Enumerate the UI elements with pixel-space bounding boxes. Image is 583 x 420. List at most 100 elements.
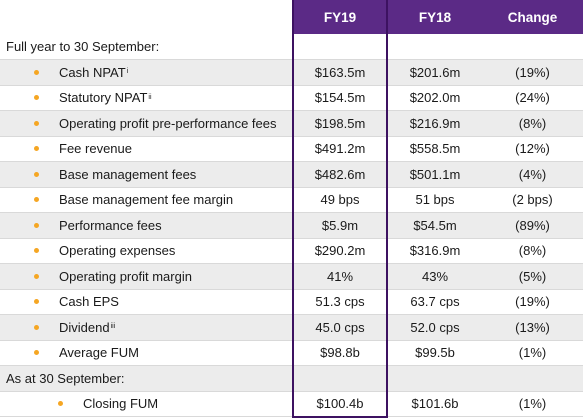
change-value: (12%) [482, 136, 583, 162]
row-label-cell: Cash NPAT i [0, 59, 293, 86]
header-row: FY19 FY18 Change [0, 0, 583, 34]
row-item: Fee revenue [0, 141, 292, 156]
row-label: Cash EPS [59, 294, 119, 310]
row-label-cell: Base management fees [0, 161, 293, 188]
section-empty-cell [387, 34, 482, 60]
section-empty-cell [482, 365, 583, 392]
change-value: (8%) [482, 110, 583, 137]
row-item: Average FUM [0, 345, 292, 360]
row-label: Operating expenses [59, 243, 176, 259]
row-label: Operating profit margin [59, 268, 192, 284]
change-value: (4%) [482, 161, 583, 188]
row-label-cell: Operating profit margin [0, 263, 293, 290]
fy18-value: $558.5m [387, 136, 482, 162]
table-row: Average FUM $98.8b $99.5b (1%) [0, 340, 583, 366]
section-empty-cell [292, 34, 388, 60]
row-item: Cash EPS [0, 294, 292, 309]
table-row: Fee revenue $491.2m $558.5m (12%) [0, 136, 583, 162]
row-label: Base management fee margin [59, 192, 234, 208]
row-item: Operating expenses [0, 243, 292, 258]
row-label-cell: Cash EPS [0, 289, 293, 315]
fy18-value: 52.0 cps [387, 314, 482, 341]
fy18-value: $54.5m [387, 212, 482, 239]
row-label-cell: Operating expenses [0, 238, 293, 264]
change-value: (24%) [482, 85, 583, 111]
fy19-value: 45.0 cps [292, 314, 388, 341]
table-row: Operating profit pre-performance fees $19… [0, 110, 583, 137]
row-label-cell: Fee revenue [0, 136, 293, 162]
section-title: Full year to 30 September: [0, 34, 293, 60]
fy19-value: $491.2m [292, 136, 388, 162]
fy18-value: 51 bps [387, 187, 482, 213]
header-blank-cell [0, 0, 293, 34]
fy18-value: 43% [387, 263, 482, 290]
fy18-value: $216.9m [387, 110, 482, 137]
row-label: Closing FUM [83, 396, 159, 412]
row-label: Fee revenue [59, 141, 132, 157]
fy19-value: 51.3 cps [292, 289, 388, 315]
fy18-value: $316.9m [387, 238, 482, 264]
header-fy18: FY18 [387, 0, 482, 34]
row-label: Base management fees [59, 166, 197, 182]
row-label-cell: Average FUM [0, 340, 293, 366]
bullet-dot-icon [58, 401, 63, 407]
row-item: Closing FUM [0, 396, 292, 411]
row-label-cell: Dividend iii [0, 314, 293, 341]
row-item: Performance fees [0, 218, 292, 233]
fy19-value: $100.4b [292, 391, 388, 418]
row-label-cell: Performance fees [0, 212, 293, 239]
section-empty-cell [292, 365, 388, 392]
fy18-value: $202.0m [387, 85, 482, 111]
row-item: Base management fees [0, 167, 292, 182]
fy19-value: $198.5m [292, 110, 388, 137]
bullet-dot-icon [34, 197, 39, 203]
table-row: Operating profit margin 41% 43% (5%) [0, 263, 583, 290]
section-title: As at 30 September: [0, 365, 293, 392]
table-row: Operating expenses $290.2m $316.9m (8%) [0, 238, 583, 264]
row-item: Dividend iii [0, 320, 292, 335]
change-value: (8%) [482, 238, 583, 264]
table-row: Closing FUM $100.4b $101.6b (1%) [0, 391, 583, 418]
fy18-value: 63.7 cps [387, 289, 482, 315]
section-empty-cell [482, 34, 583, 60]
fy18-value: $99.5b [387, 340, 482, 366]
fy19-value: $482.6m [292, 161, 388, 188]
bullet-dot-icon [34, 222, 39, 228]
row-label-cell: Closing FUM [0, 391, 293, 417]
change-value: (5%) [482, 263, 583, 290]
change-value: (89%) [482, 212, 583, 239]
row-item: Statutory NPAT ii [0, 90, 292, 105]
table-row: Dividend iii 45.0 cps 52.0 cps (13%) [0, 314, 583, 341]
change-value: (2 bps) [482, 187, 583, 213]
row-item: Operating profit margin [0, 269, 292, 284]
change-value: (13%) [482, 314, 583, 341]
row-item: Cash NPAT i [0, 65, 292, 80]
bullet-dot-icon [34, 299, 39, 305]
bullet-dot-icon [34, 350, 39, 356]
change-value: (19%) [482, 289, 583, 315]
fy19-value: $163.5m [292, 59, 388, 86]
row-label: Dividend [59, 319, 110, 335]
table-row: Cash EPS 51.3 cps 63.7 cps (19%) [0, 289, 583, 315]
bullet-dot-icon [34, 95, 39, 101]
table-body: Full year to 30 September: Cash NPAT i $163… [0, 34, 583, 418]
bullet-dot-icon [34, 146, 39, 152]
row-label-cell: Operating profit pre-performance fees [0, 110, 293, 137]
fy18-value: $101.6b [387, 391, 482, 417]
row-item: Operating profit pre-performance fees [0, 116, 292, 131]
section-row: Full year to 30 September: [0, 34, 583, 60]
fy19-value: 49 bps [292, 187, 388, 213]
bullet-dot-icon [34, 120, 39, 126]
row-label: Operating profit pre-performance fees [59, 115, 277, 131]
row-label-cell: Base management fee margin [0, 187, 293, 213]
fy19-value: 41% [292, 263, 388, 290]
section-empty-cell [387, 365, 482, 392]
table-header: FY19 FY18 Change [0, 0, 583, 34]
change-value: (1%) [482, 340, 583, 366]
header-change: Change [482, 0, 583, 34]
row-label: Cash NPAT [59, 64, 126, 80]
table-row: Base management fee margin 49 bps 51 bps (2… [0, 187, 583, 213]
fy18-value: $201.6m [387, 59, 482, 86]
bullet-dot-icon [34, 171, 39, 177]
